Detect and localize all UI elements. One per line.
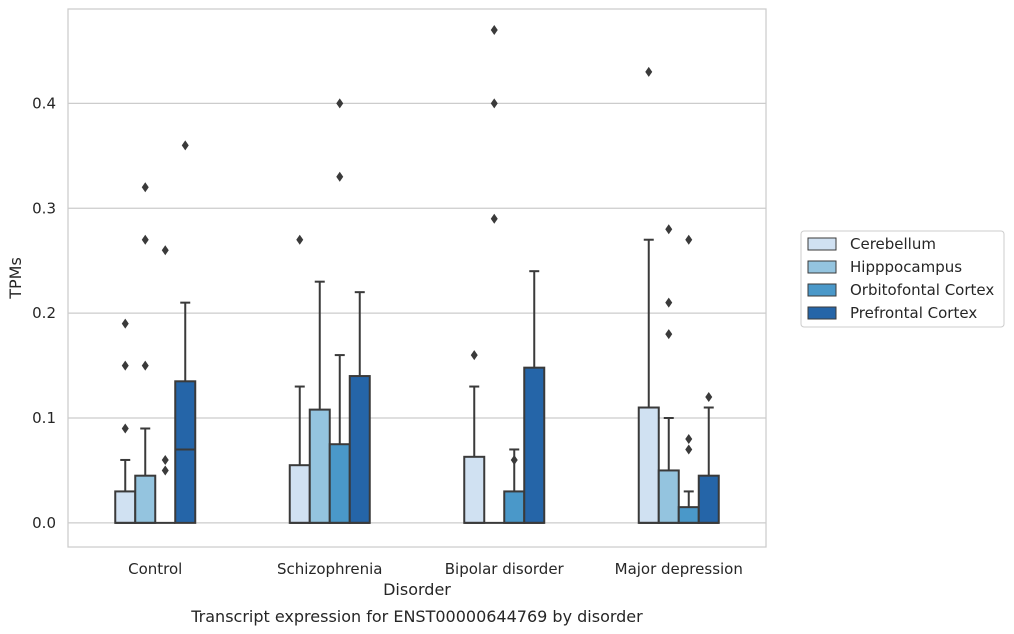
outlier-marker bbox=[161, 454, 169, 465]
box-bipolar-disorder-cerebellum bbox=[463, 350, 486, 524]
x-tick-label: Schizophrenia bbox=[277, 560, 382, 578]
box-body bbox=[328, 443, 351, 524]
y-tick-label: 0.3 bbox=[32, 199, 56, 217]
outlier-marker bbox=[336, 98, 344, 109]
outlier-marker bbox=[645, 66, 653, 77]
outlier-marker bbox=[141, 234, 149, 245]
plot-area bbox=[67, 8, 767, 548]
box-schizophrenia-prefrontal-cortex bbox=[348, 291, 371, 524]
box-body bbox=[134, 474, 157, 524]
outlier-marker bbox=[665, 329, 673, 340]
y-axis-label: TPMs bbox=[6, 257, 25, 300]
y-tick-label: 0.2 bbox=[32, 304, 56, 322]
outlier-marker bbox=[490, 24, 498, 35]
outlier-marker bbox=[121, 318, 129, 329]
outlier-marker bbox=[121, 423, 129, 434]
x-axis-ticks: Control Schizophrenia Bipolar disorder Majo… bbox=[128, 560, 743, 578]
box-major-depression-orbitofontal-cortex bbox=[677, 234, 700, 524]
box-body bbox=[503, 490, 526, 524]
box-body bbox=[174, 380, 197, 524]
outlier-marker bbox=[336, 171, 344, 182]
box-control-prefrontal-cortex bbox=[174, 140, 197, 524]
x-tick-label: Control bbox=[128, 560, 182, 578]
x-axis-label: Disorder bbox=[383, 580, 451, 599]
box-body bbox=[348, 375, 371, 524]
boxes-layer bbox=[114, 24, 720, 524]
y-tick-label: 0.1 bbox=[32, 409, 56, 427]
outlier-marker bbox=[665, 224, 673, 235]
legend: Cerebellum Hipppocampus Orbitofontal Corte… bbox=[800, 230, 1005, 328]
outlier-marker bbox=[685, 433, 693, 444]
legend-swatch bbox=[807, 283, 837, 297]
outlier-marker bbox=[141, 360, 149, 371]
outlier-marker bbox=[490, 213, 498, 224]
outlier-marker bbox=[181, 140, 189, 151]
legend-label: Prefrontal Cortex bbox=[850, 304, 977, 322]
box-body bbox=[308, 408, 331, 524]
outlier-marker bbox=[121, 360, 129, 371]
outlier-marker bbox=[705, 392, 713, 403]
box-body bbox=[657, 469, 680, 524]
legend-swatch bbox=[807, 237, 837, 251]
x-tick-label: Bipolar disorder bbox=[445, 560, 565, 578]
legend-swatch bbox=[807, 260, 837, 274]
box-major-depression-cerebellum bbox=[637, 66, 660, 524]
outlier-marker bbox=[296, 234, 304, 245]
legend-swatch bbox=[807, 306, 837, 320]
box-body bbox=[697, 474, 720, 524]
outlier-marker bbox=[665, 297, 673, 308]
legend-label: Hipppocampus bbox=[850, 258, 962, 276]
y-tick-label: 0.0 bbox=[32, 514, 56, 532]
box-body bbox=[114, 490, 137, 524]
box-body bbox=[288, 464, 311, 524]
outlier-marker bbox=[161, 245, 169, 256]
box-bipolar-disorder-prefrontal-cortex bbox=[523, 270, 546, 524]
box-major-depression-prefrontal-cortex bbox=[697, 392, 720, 524]
outlier-marker bbox=[510, 454, 518, 465]
box-major-depression-hipppocampus bbox=[657, 224, 680, 524]
box-bipolar-disorder-hipppocampus bbox=[484, 24, 505, 524]
box-body bbox=[677, 506, 700, 524]
box-schizophrenia-orbitofontal-cortex bbox=[328, 98, 351, 524]
box-body bbox=[523, 366, 546, 524]
chart-caption: Transcript expression for ENST0000064476… bbox=[190, 607, 643, 626]
outlier-marker bbox=[685, 444, 693, 455]
box-control-hipppocampus bbox=[134, 182, 157, 524]
outlier-marker bbox=[470, 350, 478, 361]
box-control-cerebellum bbox=[114, 318, 137, 524]
outlier-marker bbox=[685, 234, 693, 245]
legend-label: Orbitofontal Cortex bbox=[850, 281, 994, 299]
y-tick-label: 0.4 bbox=[32, 94, 56, 112]
box-control-orbitofontal-cortex bbox=[155, 245, 176, 524]
y-axis-ticks: 0.0 0.1 0.2 0.3 0.4 bbox=[32, 94, 56, 531]
outlier-marker bbox=[141, 182, 149, 193]
box-body bbox=[637, 406, 660, 524]
legend-frame bbox=[800, 230, 1005, 328]
legend-label: Cerebellum bbox=[850, 235, 936, 253]
outlier-marker bbox=[161, 465, 169, 476]
outlier-marker bbox=[490, 98, 498, 109]
x-tick-label: Major depression bbox=[615, 560, 743, 578]
box-body bbox=[463, 455, 486, 524]
